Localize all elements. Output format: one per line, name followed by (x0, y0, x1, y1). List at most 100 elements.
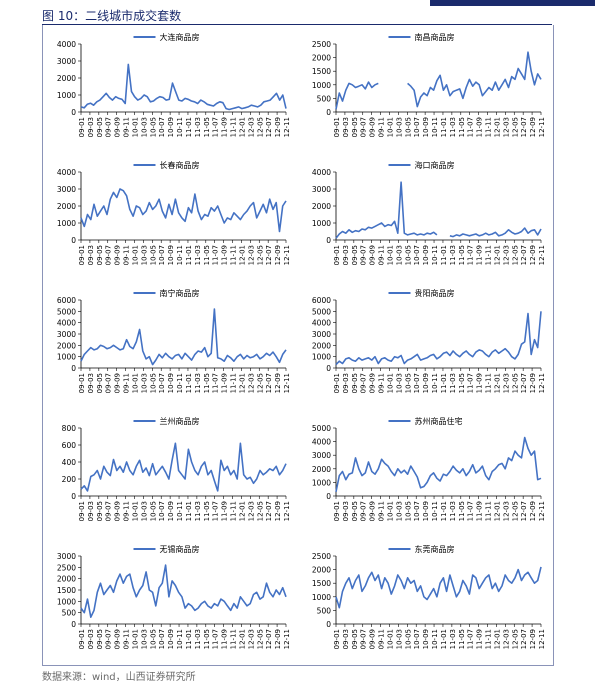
x-tick-label: 10-05 (404, 629, 412, 649)
x-tick-label: 09-05 (351, 245, 359, 265)
x-tick-label: 09-09 (369, 245, 377, 265)
x-tick-label: 12-05 (511, 501, 519, 521)
x-tick-label: 10-03 (395, 501, 403, 521)
x-tick-label: 10-01 (131, 501, 139, 521)
x-tick-label: 11-05 (203, 245, 211, 265)
chart-svg: 南宁商品房 0 1000 2000 3000 4000 5000 6000 09-01 09-03… (57, 288, 291, 393)
x-tick-label: 10-05 (404, 117, 412, 137)
x-tick-label: 11-09 (476, 117, 484, 137)
x-tick-label: 12-07 (520, 245, 528, 265)
x-tick-label: 10-05 (149, 373, 157, 393)
x-tick-label: 10-05 (149, 629, 157, 649)
x-tick-label: 12-11 (283, 373, 291, 393)
x-tick-label: 10-11 (431, 117, 439, 137)
chart-panel-haikou: 海口商品房 0 1000 2000 3000 4000 09-01 09-03 09-05 09-… (298, 154, 551, 280)
x-tick-label: 12-11 (283, 245, 291, 265)
x-tick-label: 09-11 (378, 501, 386, 521)
x-tick-label: 11-07 (467, 629, 475, 649)
x-tick-label: 09-09 (369, 629, 377, 649)
y-tick-label: 2000 (312, 341, 331, 350)
x-tick-label: 10-03 (395, 629, 403, 649)
x-tick-label: 12-11 (283, 501, 291, 521)
x-tick-label: 10-01 (131, 117, 139, 137)
x-tick-label: 10-05 (404, 501, 412, 521)
x-tick-label: 09-03 (87, 373, 95, 393)
x-tick-label: 11-09 (476, 373, 484, 393)
x-tick-label: 11-11 (485, 245, 493, 265)
figure-title: 图 10：二线城市成交套数 (42, 9, 182, 23)
legend-label: 大连商品房 (160, 32, 200, 42)
x-tick-label: 09-03 (87, 501, 95, 521)
x-tick-label: 12-05 (256, 117, 264, 137)
x-tick-label: 12-05 (256, 245, 264, 265)
x-tick-label: 11-01 (185, 501, 193, 521)
source-note: 数据来源：wind，山西证券研究所 (42, 672, 196, 683)
x-tick-label: 11-01 (185, 117, 193, 137)
chart-panel-lanzhou: 兰州商品房 0 200 400 600 800 09-01 09-03 09-05 09-07 09… (43, 410, 296, 536)
x-tick-label: 09-07 (105, 245, 113, 265)
legend-label: 海口商品房 (415, 160, 455, 170)
legend-label: 无锡商品房 (160, 544, 200, 554)
x-tick-label: 11-01 (440, 629, 448, 649)
y-tick-label: 2000 (312, 465, 331, 474)
legend-label: 长春商品房 (160, 160, 200, 170)
series-line (80, 442, 287, 492)
y-tick-label: 1000 (57, 219, 76, 228)
x-tick-label: 09-11 (378, 629, 386, 649)
x-tick-label: 10-01 (386, 629, 394, 649)
x-tick-label: 10-11 (176, 629, 184, 649)
y-tick-label: 4000 (57, 319, 76, 328)
x-tick-label: 10-09 (167, 117, 175, 137)
x-tick-label: 10-07 (413, 117, 421, 137)
x-tick-label: 09-05 (96, 117, 104, 137)
x-tick-label: 11-01 (440, 117, 448, 137)
x-tick-label: 12-01 (493, 373, 501, 393)
y-tick-label: 0 (326, 236, 331, 245)
x-tick-label: 09-07 (360, 629, 368, 649)
x-tick-label: 11-03 (194, 373, 202, 393)
x-tick-label: 12-03 (502, 117, 510, 137)
x-tick-label: 09-07 (360, 245, 368, 265)
x-tick-label: 12-11 (538, 117, 546, 137)
chart-svg: 东莞商品房 0 500 1000 1500 2000 2500 09-01 09-03 09-05… (312, 544, 546, 649)
x-tick-label: 09-11 (123, 501, 131, 521)
y-tick-label: 3000 (312, 451, 331, 460)
y-tick-label: 1000 (312, 81, 331, 90)
x-tick-label: 12-03 (247, 373, 255, 393)
x-tick-label: 12-09 (529, 373, 537, 393)
header-band (430, 0, 595, 6)
x-tick-label: 12-11 (538, 245, 546, 265)
x-tick-label: 12-05 (256, 373, 264, 393)
x-tick-label: 09-07 (105, 373, 113, 393)
x-tick-label: 11-03 (449, 117, 457, 137)
y-tick-label: 1000 (57, 597, 76, 606)
x-tick-label: 10-07 (158, 373, 166, 393)
x-tick-label: 09-09 (369, 117, 377, 137)
x-tick-label: 11-11 (230, 501, 238, 521)
x-tick-label: 10-09 (422, 117, 430, 137)
x-tick-label: 09-01 (78, 629, 86, 649)
y-tick-label: 3000 (57, 330, 76, 339)
x-tick-label: 09-01 (333, 373, 341, 393)
x-tick-label: 11-11 (230, 373, 238, 393)
x-tick-label: 12-05 (511, 373, 519, 393)
x-tick-label: 10-09 (167, 501, 175, 521)
x-tick-label: 10-09 (167, 629, 175, 649)
x-tick-label: 11-09 (221, 117, 229, 137)
x-tick-label: 10-01 (386, 501, 394, 521)
legend: 大连商品房 (133, 32, 200, 42)
x-tick-label: 12-03 (247, 629, 255, 649)
y-tick-label: 4000 (312, 438, 331, 447)
chart-panel-dongguan: 东莞商品房 0 500 1000 1500 2000 2500 09-01 09-03 09-05… (298, 538, 551, 664)
x-tick-label: 09-11 (123, 373, 131, 393)
x-tick-label: 11-03 (194, 245, 202, 265)
x-tick-label: 10-05 (149, 245, 157, 265)
x-tick-label: 12-03 (502, 501, 510, 521)
x-tick-label: 12-09 (274, 117, 282, 137)
y-tick-label: 2000 (57, 74, 76, 83)
x-tick-label: 11-05 (458, 373, 466, 393)
x-tick-label: 11-05 (203, 629, 211, 649)
legend-label: 兰州商品房 (160, 416, 200, 426)
x-tick-label: 09-05 (96, 373, 104, 393)
x-tick-label: 12-11 (538, 629, 546, 649)
